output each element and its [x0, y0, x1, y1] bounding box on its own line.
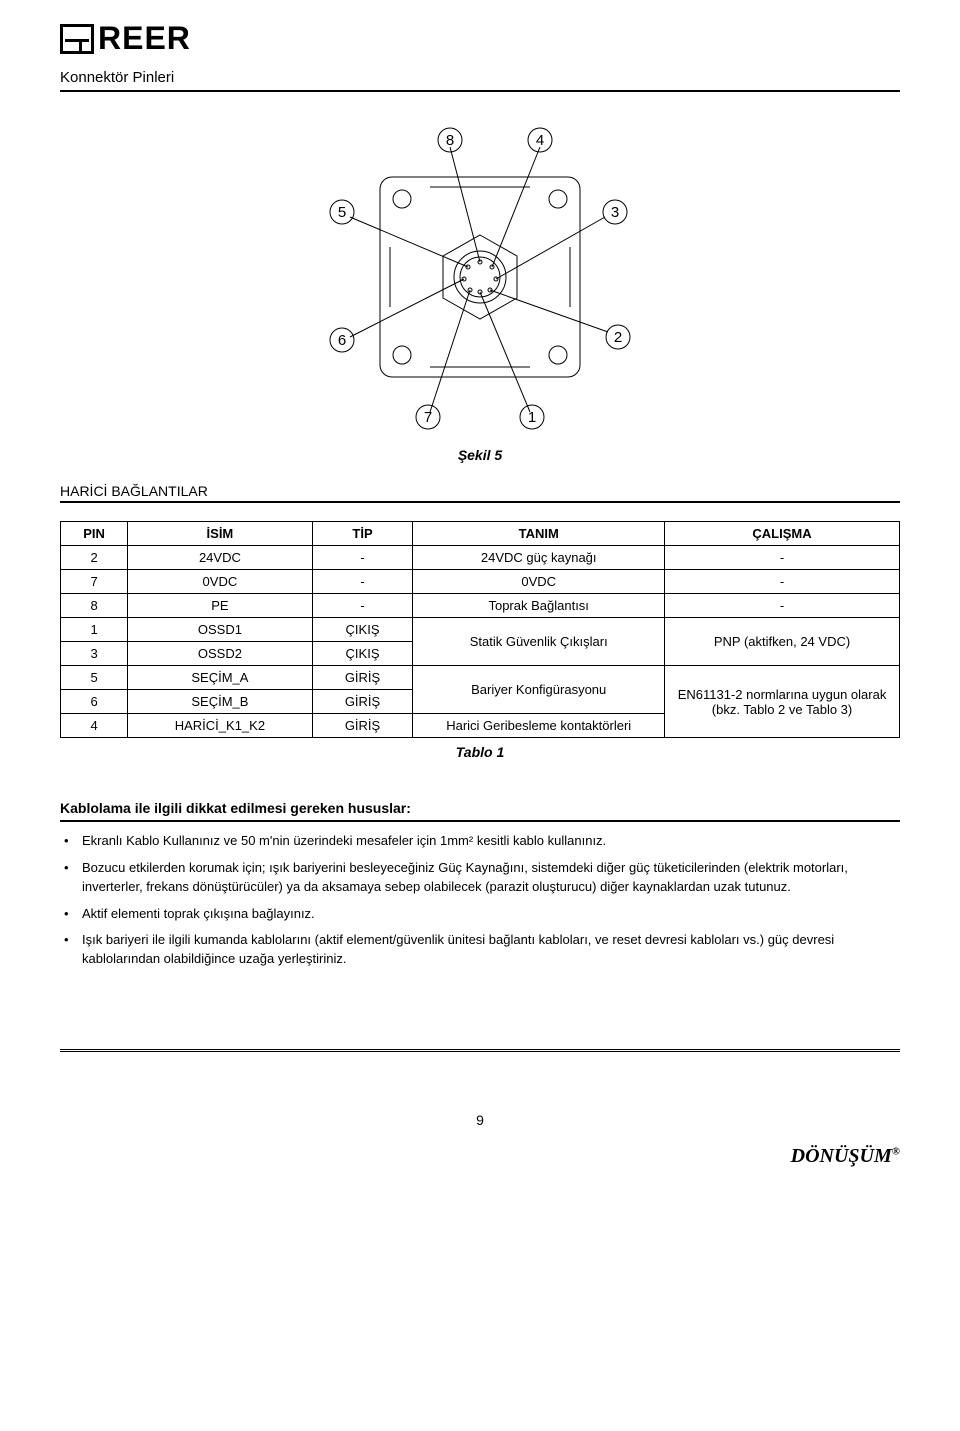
- pin-label-4: 4: [536, 132, 544, 149]
- table-header-row: PIN İSİM TİP TANIM ÇALIŞMA: [61, 522, 900, 546]
- note-item: Aktif elementi toprak çıkışına bağlayını…: [82, 905, 900, 924]
- page-rule: [60, 1049, 900, 1052]
- connector-figure: 8 4 3 2 1 7 6 5: [60, 122, 900, 432]
- pin-table: PIN İSİM TİP TANIM ÇALIŞMA 2 24VDC - 24V…: [60, 521, 900, 738]
- brand-logo: REER: [60, 20, 900, 57]
- pin-label-1: 1: [528, 409, 536, 426]
- connector-diagram-svg: 8 4 3 2 1 7 6 5: [310, 122, 650, 432]
- table-row: 8 PE - Toprak Bağlantısı -: [61, 594, 900, 618]
- footer-brand-text: DÖNÜŞÜM: [791, 1145, 892, 1167]
- note-item: Işık bariyeri ile ilgili kumanda kablola…: [82, 931, 900, 969]
- footer-brand: DÖNÜŞÜM®: [791, 1145, 900, 1168]
- pin-label-7: 7: [424, 409, 432, 426]
- table-row: 7 0VDC - 0VDC -: [61, 570, 900, 594]
- pin-label-5: 5: [338, 204, 346, 221]
- page-number: 9: [60, 1112, 900, 1128]
- sub-section-title: HARİCİ BAĞLANTILAR: [60, 483, 900, 503]
- table-caption: Tablo 1: [60, 744, 900, 760]
- table-row: 2 24VDC - 24VDC güç kaynağı -: [61, 546, 900, 570]
- th-tip: TİP: [312, 522, 413, 546]
- section-title: Konnektör Pinleri: [60, 69, 900, 92]
- note-item: Bozucu etkilerden korumak için; ışık bar…: [82, 859, 900, 897]
- th-isim: İSİM: [128, 522, 313, 546]
- pin-label-2: 2: [614, 329, 622, 346]
- notes-title: Kablolama ile ilgili dikkat edilmesi ger…: [60, 800, 900, 822]
- th-pin: PIN: [61, 522, 128, 546]
- notes-list: Ekranlı Kablo Kullanınız ve 50 m'nin üze…: [60, 832, 900, 969]
- registered-mark: ®: [892, 1145, 900, 1157]
- brand-logo-text: REER: [98, 20, 191, 57]
- brand-logo-icon: [60, 24, 94, 54]
- th-calisma: ÇALIŞMA: [665, 522, 900, 546]
- pin-label-6: 6: [338, 332, 346, 349]
- note-item: Ekranlı Kablo Kullanınız ve 50 m'nin üze…: [82, 832, 900, 851]
- figure-caption: Şekil 5: [60, 447, 900, 463]
- pin-label-8: 8: [446, 132, 454, 149]
- table-row: 1 OSSD1 ÇIKIŞ Statik Güvenlik Çıkışları …: [61, 618, 900, 642]
- th-tanim: TANIM: [413, 522, 665, 546]
- pin-label-3: 3: [611, 204, 619, 221]
- table-row: 5 SEÇİM_A GİRİŞ Bariyer Konfigürasyonu E…: [61, 666, 900, 690]
